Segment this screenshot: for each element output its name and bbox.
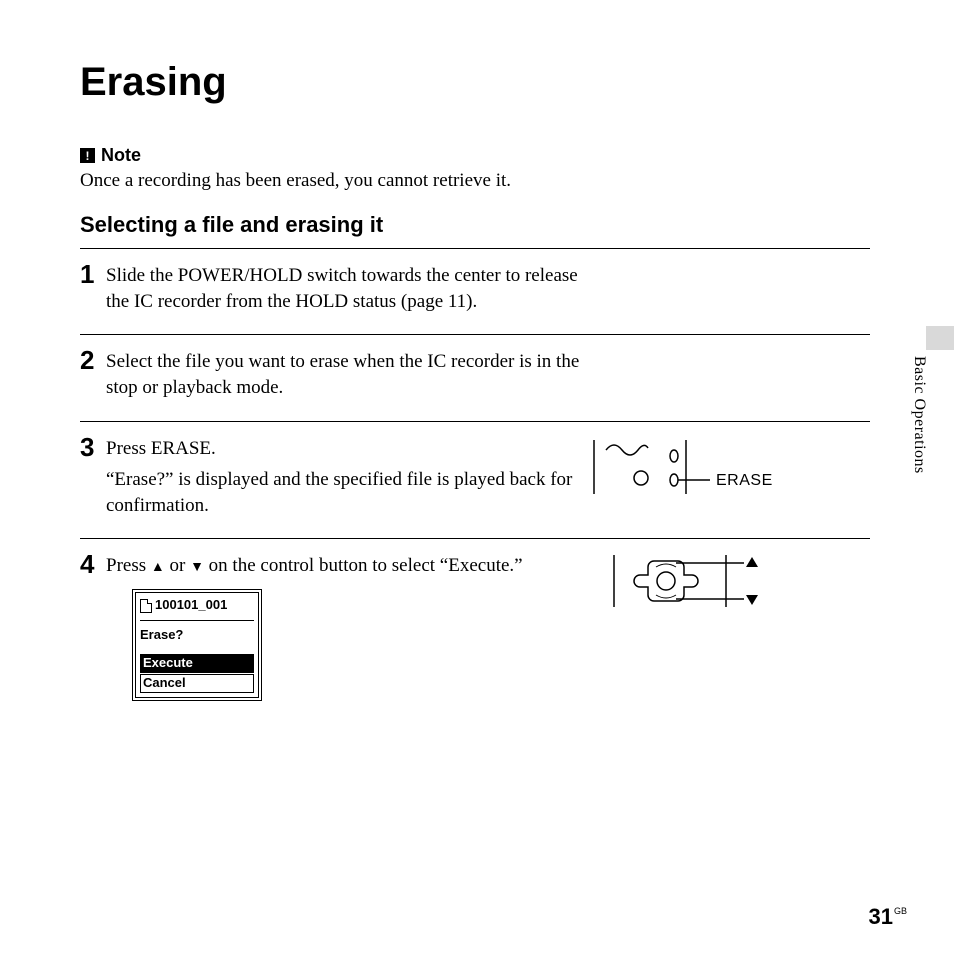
step-body: Slide the POWER/HOLD switch towards the … <box>106 259 586 320</box>
step-text: Slide the POWER/HOLD switch towards the … <box>106 263 586 314</box>
erase-button-diagram: ERASE <box>586 432 796 502</box>
step-text: Press ERASE. <box>106 436 586 462</box>
note-body: Once a recording has been erased, you ca… <box>80 170 874 192</box>
section-label: Basic Operations <box>910 356 928 474</box>
step-number: 1 <box>80 259 106 287</box>
note-label: Note <box>101 145 141 166</box>
lcd-option: Cancel <box>140 674 254 693</box>
step-text: “Erase?” is displayed and the specified … <box>106 467 586 518</box>
section-tab <box>926 326 954 350</box>
step-4: 4 Press ▲ or ▼ on the control button to … <box>80 538 870 714</box>
page-number: 31GB <box>869 904 907 930</box>
manual-page: Erasing ! Note Once a recording has been… <box>0 0 954 954</box>
page-number-value: 31 <box>869 904 893 929</box>
step-body: Press ▲ or ▼ on the control button to se… <box>106 549 606 700</box>
step-body: Select the file you want to erase when t… <box>106 345 586 406</box>
step-number: 2 <box>80 345 106 373</box>
text-suffix: on the control button to select “Execute… <box>204 555 523 576</box>
step-2: 2 Select the file you want to erase when… <box>80 334 870 420</box>
lcd-filename: 100101_001 <box>155 597 227 614</box>
lcd-option-selected: Execute <box>140 654 254 673</box>
file-icon <box>140 599 152 613</box>
step-text: Press ▲ or ▼ on the control button to se… <box>106 553 606 579</box>
note-heading: ! Note <box>80 145 874 166</box>
step-body: Press ERASE. “Erase?” is displayed and t… <box>106 432 586 525</box>
step-1: 1 Slide the POWER/HOLD switch towards th… <box>80 248 870 334</box>
text-prefix: Press <box>106 555 151 576</box>
lcd-screen: 100101_001 Erase? Execute Cancel <box>132 589 262 701</box>
step-text: Select the file you want to erase when t… <box>106 349 586 400</box>
lcd-prompt: Erase? <box>140 627 254 644</box>
lcd-file-row: 100101_001 <box>140 597 254 621</box>
step-3: 3 Press ERASE. “Erase?” is displayed and… <box>80 421 870 539</box>
erase-label: ERASE <box>716 472 773 490</box>
note-icon: ! <box>80 148 95 163</box>
text-mid: or <box>165 555 190 576</box>
up-arrow-glyph: ▲ <box>151 558 165 574</box>
step-number: 4 <box>80 549 106 577</box>
dpad-diagram <box>606 549 816 613</box>
page-title: Erasing <box>80 60 874 105</box>
subheading: Selecting a file and erasing it <box>80 212 874 238</box>
steps-list: 1 Slide the POWER/HOLD switch towards th… <box>80 248 870 715</box>
down-arrow-glyph: ▼ <box>190 558 204 574</box>
step-number: 3 <box>80 432 106 460</box>
page-suffix: GB <box>894 906 907 916</box>
